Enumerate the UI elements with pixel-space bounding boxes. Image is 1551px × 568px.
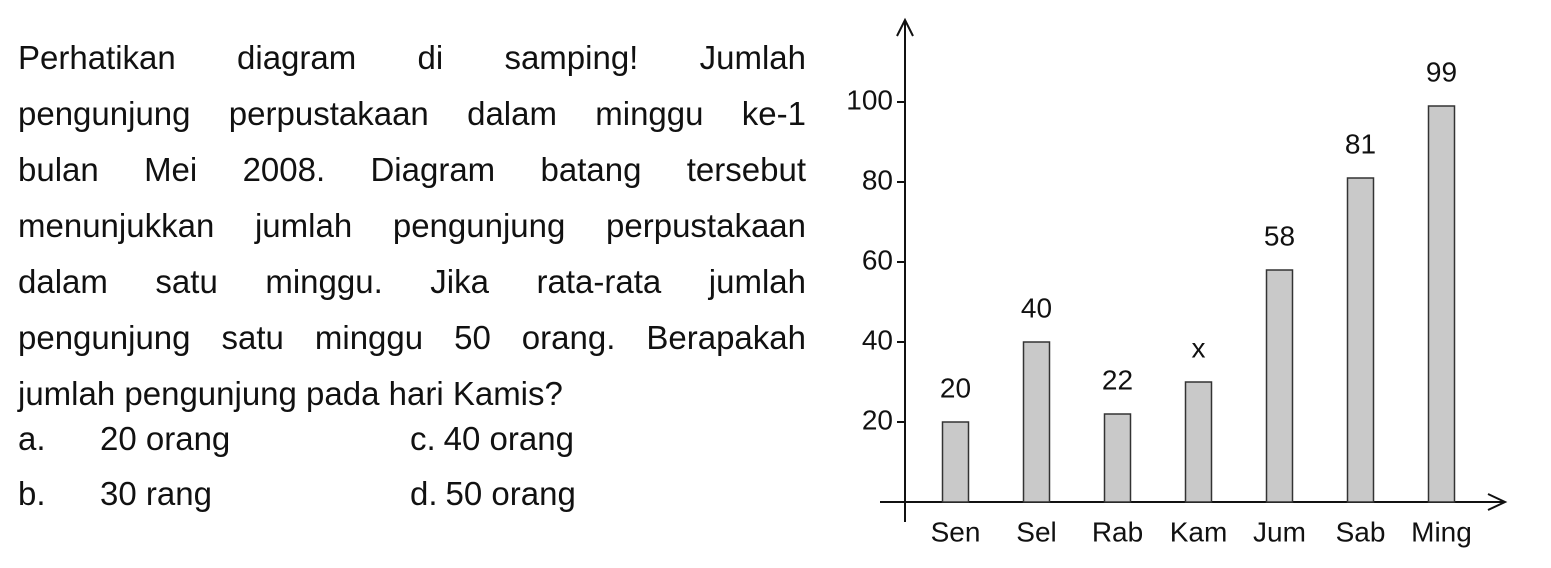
bar bbox=[941, 421, 970, 503]
option-text: 40 orang bbox=[443, 420, 574, 457]
option-letter: d. bbox=[410, 475, 438, 512]
value-label: 99 bbox=[1426, 56, 1457, 87]
option: c. 40 orang bbox=[410, 420, 574, 458]
question-line: pengunjung satu minggu 50 orang. Berapak… bbox=[18, 319, 806, 356]
x-tick-label: Rab bbox=[1092, 516, 1143, 547]
bar bbox=[1022, 341, 1051, 503]
option-text: 20 orang bbox=[100, 420, 231, 457]
question-line: menunjukkan jumlah pengunjung perpustaka… bbox=[18, 207, 806, 244]
option-letter: a. bbox=[18, 420, 46, 457]
x-tick-label: Jum bbox=[1253, 516, 1306, 547]
value-label: 40 bbox=[1021, 292, 1052, 323]
x-axis-arrow bbox=[1487, 493, 1508, 511]
x-tick-label: Ming bbox=[1411, 516, 1472, 547]
value-label: 81 bbox=[1345, 128, 1376, 159]
y-tick-label: 60 bbox=[862, 244, 893, 275]
x-tick-label: Sel bbox=[1016, 516, 1056, 547]
question-line: dalam satu minggu. Jika rata-rata jumlah bbox=[18, 263, 806, 300]
bar bbox=[1184, 381, 1213, 503]
option: a. 20 orang bbox=[18, 420, 230, 458]
value-label: 58 bbox=[1264, 220, 1295, 251]
option-letter: c. bbox=[410, 420, 436, 457]
option: b. 30 rang bbox=[18, 475, 212, 513]
bar bbox=[1103, 413, 1132, 503]
option-text: 50 orang bbox=[445, 475, 576, 512]
y-axis-arrow bbox=[896, 17, 914, 37]
x-tick-label: Sen bbox=[931, 516, 981, 547]
question-line: jumlah pengunjung pada hari Kamis? bbox=[18, 375, 563, 412]
option-text: 30 rang bbox=[100, 475, 212, 512]
value-label: 20 bbox=[940, 372, 971, 403]
bar bbox=[1265, 269, 1294, 503]
bar bbox=[1427, 105, 1456, 503]
question-line: pengunjung perpustakaan dalam minggu ke-… bbox=[18, 95, 806, 132]
y-tick-label: 40 bbox=[862, 324, 893, 355]
x-tick-label: Kam bbox=[1170, 516, 1228, 547]
question: Perhatikan diagram di samping! Jumlah pen… bbox=[18, 30, 806, 422]
value-label: 22 bbox=[1102, 364, 1133, 395]
option-letter: b. bbox=[18, 475, 46, 512]
x-tick-label: Sab bbox=[1336, 516, 1386, 547]
y-tick-label: 20 bbox=[862, 404, 893, 435]
value-label: x bbox=[1192, 332, 1206, 363]
bar bbox=[1346, 177, 1375, 503]
option: d. 50 orang bbox=[410, 475, 576, 513]
question-line: bulan Mei 2008. Diagram batang tersebut bbox=[18, 151, 806, 188]
question-line: Perhatikan diagram di samping! Jumlah bbox=[18, 39, 806, 76]
y-tick-label: 80 bbox=[862, 164, 893, 195]
y-tick-label: 100 bbox=[846, 84, 893, 115]
